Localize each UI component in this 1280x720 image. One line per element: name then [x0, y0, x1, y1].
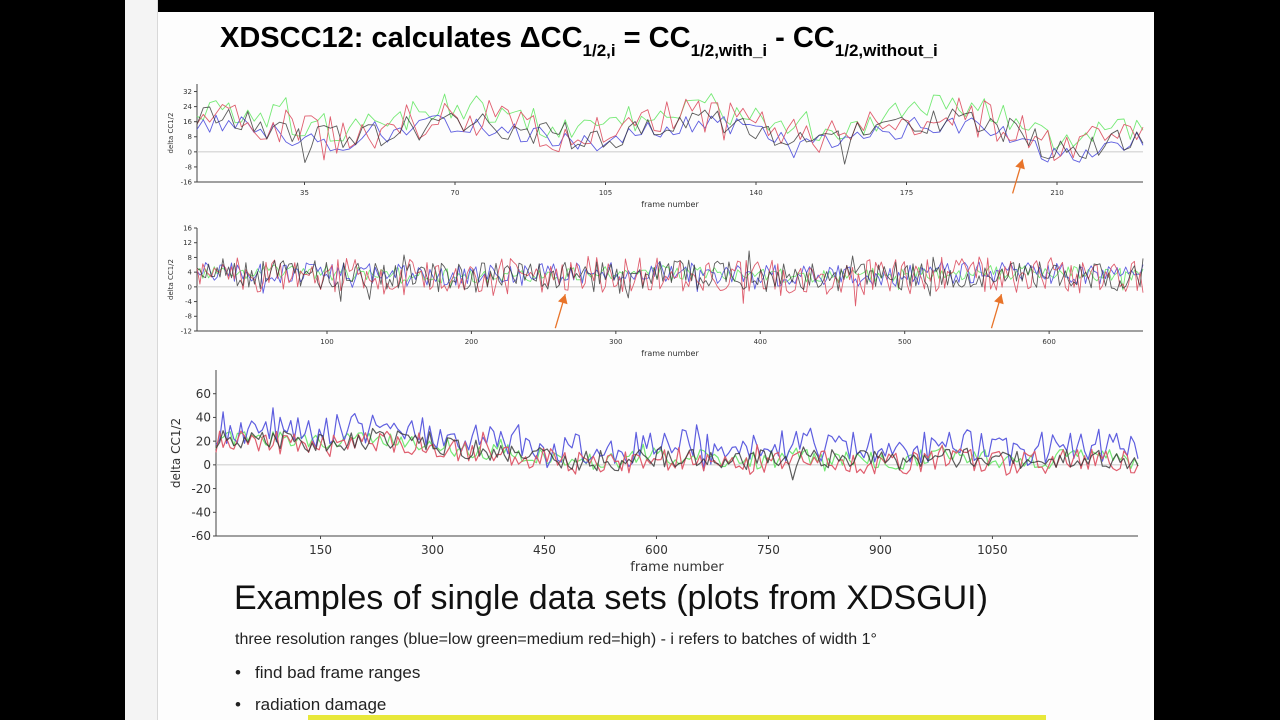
y-tick-label: 24: [183, 103, 192, 111]
series-line-high: [215, 430, 1139, 476]
x-tick-label: 140: [749, 189, 762, 197]
y-tick-label: 0: [188, 283, 192, 291]
x-tick-label: 175: [900, 189, 913, 197]
y-tick-label: -4: [185, 298, 193, 306]
highlight-bar: [308, 715, 1046, 720]
x-tick-label: 100: [320, 338, 333, 346]
section-heading: Examples of single data sets (plots from…: [234, 579, 988, 617]
series-line-low: [215, 407, 1139, 472]
y-tick-label: 40: [196, 411, 211, 425]
y-tick-label: 12: [183, 239, 192, 247]
y-tick-label: 60: [196, 387, 211, 401]
y-tick-label: -8: [185, 313, 192, 321]
y-tick-label: 16: [183, 118, 192, 126]
bullet-item: • radiation damage: [235, 692, 420, 720]
x-tick-label: 450: [533, 543, 556, 557]
left-letterbox: [0, 0, 125, 720]
x-tick-label: 300: [609, 338, 622, 346]
y-axis-label: delta CC1/2: [167, 259, 175, 300]
bullet-item: • find bad frame ranges: [235, 660, 420, 692]
slide: XDSCC12: calculates ΔCC1/2,i = CC1/2,wit…: [158, 12, 1154, 720]
y-tick-label: 0: [188, 148, 192, 156]
arrow-head: [1015, 159, 1025, 170]
y-tick-label: 0: [203, 458, 211, 472]
x-tick-label: 500: [898, 338, 911, 346]
x-tick-label: 150: [309, 543, 332, 557]
right-letterbox: [1154, 0, 1280, 720]
y-tick-label: 4: [188, 269, 193, 277]
y-tick-label: -16: [181, 178, 193, 186]
page-edge: [125, 0, 158, 720]
x-tick-label: 200: [465, 338, 478, 346]
chart-middle: -12 -8 -4 0 4 8 12 16 100 200 300 400 500 600 frame nu…: [167, 224, 1144, 358]
y-tick-label: 8: [188, 133, 192, 141]
series-line-dark: [196, 106, 1144, 165]
y-tick-label: 20: [196, 434, 211, 448]
slide-title: XDSCC12: calculates ΔCC1/2,i = CC1/2,wit…: [220, 22, 938, 61]
title-sub-1: 1/2,i: [582, 41, 616, 60]
y-axis-label: delta CC1/2: [167, 113, 175, 154]
bullet-text: radiation damage: [255, 695, 387, 714]
y-tick-label: -40: [191, 505, 211, 519]
title-sub-2: 1/2,with_i: [690, 41, 768, 60]
chart-top: -16 -8 0 8 16 24 32 35 70 105 140 175 210 frame numbe…: [167, 84, 1144, 209]
x-axis-label: frame number: [641, 349, 699, 358]
series-line-dark: [196, 250, 1144, 302]
section-subtitle: three resolution ranges (blue=low green=…: [235, 631, 877, 648]
y-tick-label: -60: [191, 529, 211, 543]
x-tick-label: 600: [1042, 338, 1055, 346]
chart-bottom: -60 -40 -20 0 20 40 60 150 300 450 600 750 900 1050 fr…: [169, 370, 1139, 575]
y-tick-label: 16: [183, 224, 192, 232]
x-axis-label: frame number: [641, 200, 699, 209]
x-tick-label: 400: [754, 338, 767, 346]
title-main: XDSCC12: calculates ΔCC: [220, 22, 583, 54]
x-tick-label: 600: [645, 543, 668, 557]
x-tick-label: 70: [451, 189, 460, 197]
y-tick-label: -8: [185, 163, 192, 171]
series-line-dark: [215, 427, 1139, 481]
bullet-marker: •: [235, 695, 241, 714]
y-tick-label: 32: [183, 88, 192, 96]
y-axis-label: delta CC1/2: [169, 418, 183, 488]
arrow-head: [994, 294, 1004, 305]
arrow-head: [558, 294, 568, 305]
title-minus: - CC: [767, 22, 835, 54]
x-tick-label: 105: [599, 189, 612, 197]
bullet-text: find bad frame ranges: [255, 663, 421, 682]
x-axis-label: frame number: [630, 560, 724, 575]
x-tick-label: 35: [300, 189, 309, 197]
x-tick-label: 300: [421, 543, 444, 557]
series-line-low: [196, 114, 1144, 163]
x-tick-label: 750: [757, 543, 780, 557]
y-tick-label: -12: [181, 327, 192, 335]
y-tick-label: 8: [188, 254, 192, 262]
bullet-marker: •: [235, 663, 241, 682]
series-line-medium: [196, 93, 1144, 151]
y-tick-label: -20: [191, 482, 211, 496]
x-tick-label: 210: [1050, 189, 1063, 197]
title-eq: = CC: [615, 22, 691, 54]
x-tick-label: 900: [869, 543, 892, 557]
bullet-list: • find bad frame ranges • radiation damage: [235, 660, 420, 720]
x-tick-label: 1050: [977, 543, 1008, 557]
title-sub-3: 1/2,without_i: [834, 41, 938, 60]
